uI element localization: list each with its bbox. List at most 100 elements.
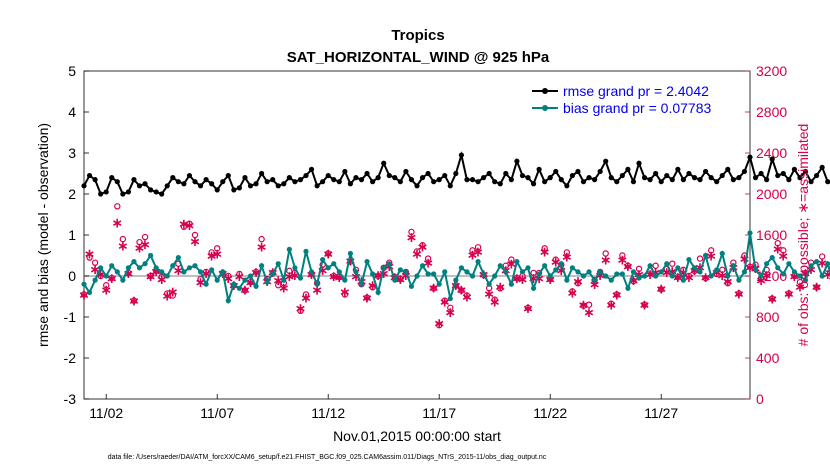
bias-point (736, 277, 742, 283)
y-left-tick-label: -2 (64, 350, 77, 366)
obs-assimilated-marker: ∗ (622, 259, 634, 275)
legend-bias-marker (542, 105, 548, 111)
rmse-point (181, 181, 187, 187)
bias-point (114, 269, 120, 275)
obs-assimilated-marker: ∗ (789, 269, 801, 285)
obs-assimilated-marker: ∗ (572, 274, 584, 290)
bias-series (81, 230, 830, 305)
rmse-point (580, 179, 587, 185)
obs-assimilated-marker: ∗ (172, 263, 184, 279)
rmse-point (603, 158, 609, 164)
rmse-point (519, 172, 526, 179)
bias-point (131, 259, 137, 265)
rmse-point (825, 179, 830, 185)
bias-point (575, 269, 581, 275)
obs-possible-marker (147, 272, 154, 280)
bias-point (325, 265, 331, 271)
bias-point (419, 263, 426, 269)
obs-assimilated-marker: ∗ (800, 266, 812, 282)
obs-possible-marker (424, 255, 432, 262)
rmse-point (381, 160, 387, 166)
rmse-point (486, 170, 492, 177)
rmse-point (725, 166, 731, 172)
obs-possible-marker (813, 284, 820, 291)
y-left-tick-label: 0 (68, 268, 76, 284)
bias-point (597, 269, 603, 275)
x-axis-label: Nov.01,2015 00:00:00 start (333, 428, 501, 444)
obs-assimilated-marker: ∗ (444, 305, 456, 321)
rmse-point (542, 179, 548, 185)
obs-possible-marker (569, 288, 576, 295)
rmse-point (286, 175, 292, 181)
rmse-point (675, 166, 681, 172)
obs-assimilated-marker: ∗ (234, 269, 246, 285)
obs-possible-marker (474, 244, 482, 251)
rmse-point (664, 172, 670, 179)
bias-point (558, 261, 564, 267)
y-left-tick-label: 1 (68, 227, 76, 243)
bias-point (253, 283, 259, 289)
rmse-point (464, 177, 470, 183)
rmse-point (442, 172, 448, 179)
bias-point (81, 281, 87, 287)
bias-point (192, 263, 198, 269)
bias-point (691, 265, 698, 271)
bias-point (259, 263, 265, 269)
rmse-point (270, 177, 276, 183)
obs-possible-marker (818, 253, 826, 260)
obs-possible-marker (702, 274, 709, 282)
obs-possible-marker (746, 263, 754, 270)
rmse-point (231, 187, 237, 193)
obs-assimilated-marker: ∗ (811, 279, 823, 295)
bias-point (275, 261, 281, 267)
obs-possible-marker (641, 301, 648, 308)
obs-assimilated-marker: ∗ (372, 268, 384, 284)
rmse-point (275, 183, 281, 189)
obs-possible-marker (585, 301, 593, 308)
bias-point (425, 271, 431, 277)
bias-point (142, 261, 148, 267)
obs-possible-marker (469, 247, 476, 254)
bias-point (797, 273, 803, 279)
obs-assimilated-marker: ∗ (666, 264, 678, 280)
rmse-point (525, 175, 531, 181)
bias-point (386, 261, 392, 267)
obs-assimilated-marker: ∗ (333, 270, 345, 286)
obs-possible-marker (619, 252, 626, 259)
bias-point (247, 273, 254, 279)
obs-possible-marker (430, 285, 437, 292)
obs-assimilated-marker: ∗ (616, 253, 628, 269)
rmse-point (564, 183, 570, 189)
obs-assimilated-marker: ∗ (378, 266, 390, 282)
bias-point (458, 265, 464, 271)
rmse-point (253, 181, 259, 187)
bias-point (175, 254, 181, 261)
rmse-point (697, 177, 703, 183)
obs-assimilated-marker: ∗ (761, 268, 773, 284)
obs-possible-marker (297, 307, 304, 315)
rmse-point (264, 179, 270, 185)
bias-point (780, 271, 786, 277)
rmse-point (153, 189, 159, 195)
y-left-tick-label: -1 (64, 309, 77, 325)
obs-assimilated-marker: ∗ (777, 249, 789, 265)
obs-possible-marker (408, 228, 415, 236)
rmse-point (103, 189, 109, 195)
obs-assimilated-marker: ∗ (322, 246, 334, 262)
obs-assimilated-marker: ∗ (539, 244, 551, 260)
obs-assimilated-marker: ∗ (295, 301, 307, 317)
rmse-point (214, 187, 220, 193)
rmse-point (586, 175, 592, 181)
obs-possible-marker (719, 266, 726, 274)
obs-assimilated-marker: ∗ (139, 237, 151, 253)
obs-assimilated-marker: ∗ (722, 274, 734, 290)
bias-point (392, 277, 398, 283)
rmse-point (186, 172, 193, 179)
bias-point (764, 261, 770, 267)
rmse-point (308, 166, 315, 172)
bias-point (86, 289, 93, 295)
rmse-point (347, 181, 353, 187)
rmse-point (536, 166, 542, 172)
bias-point (647, 263, 653, 269)
